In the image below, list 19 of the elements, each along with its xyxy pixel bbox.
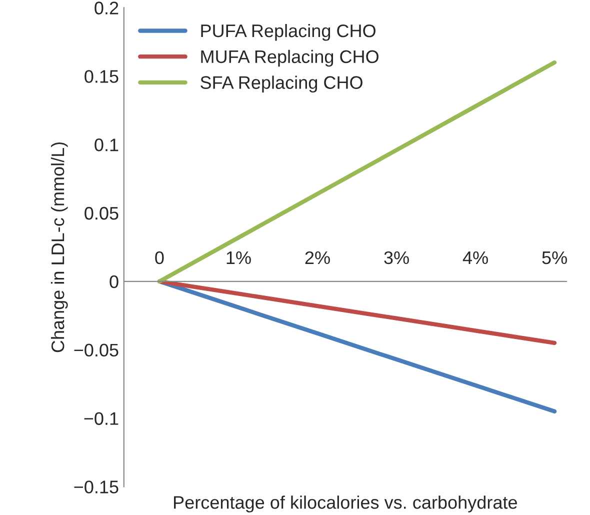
x-tick-label: 1%: [226, 251, 251, 264]
legend-label: SFA Replacing CHO: [200, 76, 362, 93]
y-axis-title: Change in LDL-c (mmol/L): [50, 142, 68, 352]
y-tick-label: −0.05: [74, 344, 118, 357]
x-axis-title: Percentage of kilocalories vs. carbohydrate: [174, 496, 517, 512]
x-tick-label: 5%: [542, 251, 567, 264]
y-tick-label: 0.1: [94, 138, 118, 152]
y-tick-label: −0.1: [84, 412, 118, 425]
x-tick-label: 2%: [305, 251, 330, 264]
y-tick-label: 0.05: [84, 206, 118, 220]
x-tick-label: 3%: [384, 251, 409, 264]
y-tick-label: 0.15: [84, 70, 118, 83]
x-tick-label: 4%: [462, 251, 488, 264]
legend-label: PUFA Replacing CHO: [201, 24, 376, 41]
x-tick-label: 0: [155, 251, 164, 264]
legend-label: MUFA Replacing CHO: [201, 50, 378, 67]
y-tick-label: 0.2: [94, 2, 118, 14]
y-tick-label: −0.15: [74, 480, 118, 494]
y-tick-label: 0: [110, 275, 118, 288]
